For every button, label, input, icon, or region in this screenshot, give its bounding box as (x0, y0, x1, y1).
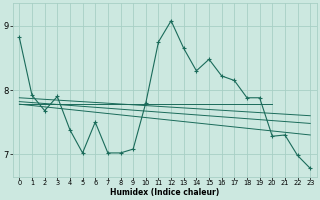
X-axis label: Humidex (Indice chaleur): Humidex (Indice chaleur) (110, 188, 220, 197)
